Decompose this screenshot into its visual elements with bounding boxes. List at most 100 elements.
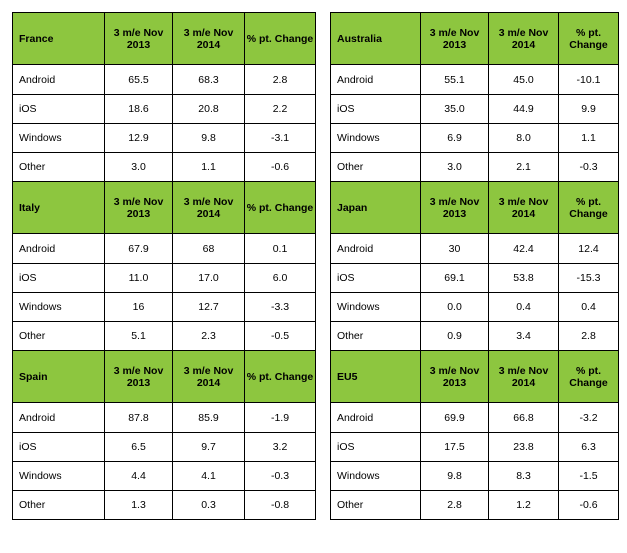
os-label: Other <box>12 321 105 351</box>
header-2014: 3 m/e Nov 2014 <box>172 181 245 234</box>
value-2013: 18.6 <box>104 94 173 124</box>
value-2013: 69.9 <box>420 402 489 433</box>
value-change: -1.5 <box>558 461 619 491</box>
value-2014: 1.2 <box>488 490 559 520</box>
header-row: France 3 m/e Nov 2013 3 m/e Nov 2014 % p… <box>12 12 316 65</box>
header-2014: 3 m/e Nov 2014 <box>172 350 245 403</box>
value-2014: 2.1 <box>488 152 559 182</box>
table-row: Other 0.9 3.4 2.8 <box>330 321 619 351</box>
value-change: -0.3 <box>558 152 619 182</box>
section-spain: Spain 3 m/e Nov 2013 3 m/e Nov 2014 % pt… <box>12 350 316 520</box>
os-label: Other <box>330 321 421 351</box>
header-change: % pt. Change <box>244 181 316 234</box>
header-2014: 3 m/e Nov 2014 <box>172 12 245 65</box>
value-change: 6.3 <box>558 432 619 462</box>
value-2014: 68 <box>172 233 245 264</box>
os-label: Android <box>12 64 105 95</box>
os-label: Other <box>330 152 421 182</box>
value-2014: 0.3 <box>172 490 245 520</box>
table-row: Android 67.9 68 0.1 <box>12 233 316 264</box>
value-change: -3.1 <box>244 123 316 153</box>
table-row: Android 69.9 66.8 -3.2 <box>330 402 619 433</box>
value-change: -1.9 <box>244 402 316 433</box>
value-2014: 1.1 <box>172 152 245 182</box>
os-label: Windows <box>330 123 421 153</box>
os-label: Windows <box>12 461 105 491</box>
os-label: iOS <box>330 94 421 124</box>
country-name: Italy <box>12 181 105 234</box>
value-change: -15.3 <box>558 263 619 293</box>
os-label: iOS <box>12 94 105 124</box>
value-2013: 16 <box>104 292 173 322</box>
value-2014: 66.8 <box>488 402 559 433</box>
os-label: Android <box>330 233 421 264</box>
header-row: Spain 3 m/e Nov 2013 3 m/e Nov 2014 % pt… <box>12 350 316 403</box>
value-2014: 4.1 <box>172 461 245 491</box>
value-2014: 0.4 <box>488 292 559 322</box>
value-change: 6.0 <box>244 263 316 293</box>
value-change: 3.2 <box>244 432 316 462</box>
value-2014: 45.0 <box>488 64 559 95</box>
value-2013: 5.1 <box>104 321 173 351</box>
table-row: Windows 0.0 0.4 0.4 <box>330 292 619 322</box>
country-name: France <box>12 12 105 65</box>
value-2014: 17.0 <box>172 263 245 293</box>
os-label: Windows <box>12 123 105 153</box>
value-2014: 23.8 <box>488 432 559 462</box>
country-name: EU5 <box>330 350 421 403</box>
value-change: 2.2 <box>244 94 316 124</box>
os-label: Android <box>12 402 105 433</box>
value-2013: 0.0 <box>420 292 489 322</box>
value-2014: 2.3 <box>172 321 245 351</box>
value-2013: 0.9 <box>420 321 489 351</box>
value-2014: 53.8 <box>488 263 559 293</box>
section-japan: Japan 3 m/e Nov 2013 3 m/e Nov 2014 % pt… <box>330 181 619 351</box>
table-row: Other 5.1 2.3 -0.5 <box>12 321 316 351</box>
header-2013: 3 m/e Nov 2013 <box>420 181 489 234</box>
table-row: Other 1.3 0.3 -0.8 <box>12 490 316 520</box>
os-label: iOS <box>330 432 421 462</box>
table-row: iOS 18.6 20.8 2.2 <box>12 94 316 124</box>
value-2013: 12.9 <box>104 123 173 153</box>
os-label: iOS <box>12 263 105 293</box>
header-change: % pt. Change <box>558 12 619 65</box>
header-row: Italy 3 m/e Nov 2013 3 m/e Nov 2014 % pt… <box>12 181 316 234</box>
os-label: Other <box>12 152 105 182</box>
value-2014: 8.3 <box>488 461 559 491</box>
os-label: iOS <box>330 263 421 293</box>
value-2013: 2.8 <box>420 490 489 520</box>
table-row: Android 55.1 45.0 -10.1 <box>330 64 619 95</box>
value-2013: 65.5 <box>104 64 173 95</box>
value-change: 1.1 <box>558 123 619 153</box>
value-2013: 55.1 <box>420 64 489 95</box>
os-label: Windows <box>12 292 105 322</box>
value-2013: 9.8 <box>420 461 489 491</box>
header-change: % pt. Change <box>244 350 316 403</box>
table-row: Windows 4.4 4.1 -0.3 <box>12 461 316 491</box>
table-row: Android 87.8 85.9 -1.9 <box>12 402 316 433</box>
table-row: Windows 16 12.7 -3.3 <box>12 292 316 322</box>
value-2013: 69.1 <box>420 263 489 293</box>
value-2014: 42.4 <box>488 233 559 264</box>
header-2014: 3 m/e Nov 2014 <box>488 12 559 65</box>
value-2013: 87.8 <box>104 402 173 433</box>
table-row: Other 2.8 1.2 -0.6 <box>330 490 619 520</box>
os-label: Windows <box>330 292 421 322</box>
table-row: Windows 6.9 8.0 1.1 <box>330 123 619 153</box>
header-row: Australia 3 m/e Nov 2013 3 m/e Nov 2014 … <box>330 12 619 65</box>
os-label: Other <box>330 490 421 520</box>
os-label: Android <box>330 402 421 433</box>
value-2013: 30 <box>420 233 489 264</box>
value-2013: 67.9 <box>104 233 173 264</box>
value-2013: 1.3 <box>104 490 173 520</box>
os-label: Windows <box>330 461 421 491</box>
os-label: Android <box>330 64 421 95</box>
table-row: iOS 6.5 9.7 3.2 <box>12 432 316 462</box>
value-change: -0.6 <box>558 490 619 520</box>
header-row: EU5 3 m/e Nov 2013 3 m/e Nov 2014 % pt. … <box>330 350 619 403</box>
value-2014: 12.7 <box>172 292 245 322</box>
value-change: -3.3 <box>244 292 316 322</box>
header-2014: 3 m/e Nov 2014 <box>488 181 559 234</box>
value-2013: 4.4 <box>104 461 173 491</box>
value-2013: 3.0 <box>420 152 489 182</box>
